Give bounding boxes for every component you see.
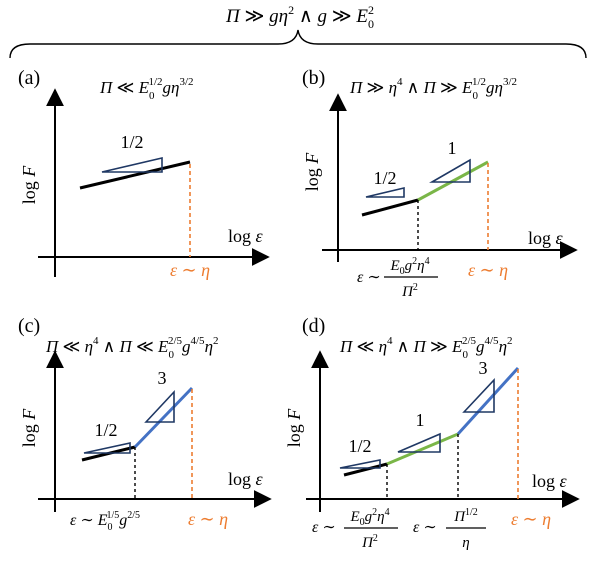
slope-label-three: 3 bbox=[479, 358, 488, 378]
header-condition: Π ≫ gη2 ∧ g ≫ E02 bbox=[225, 3, 374, 31]
panel-label: (b) bbox=[302, 67, 325, 89]
slope-label-three: 3 bbox=[158, 368, 167, 388]
svg-text:Π1/2: Π1/2 bbox=[453, 507, 478, 525]
slope-label-half: 1/2 bbox=[373, 168, 396, 188]
segment-slope-half bbox=[79, 160, 191, 190]
panel-c: (c) Π ≪ η4 ∧ Π ≪ E02/5g4/5η2 log F log ε… bbox=[18, 315, 272, 533]
panel-d: (d) Π ≪ η4 ∧ Π ≫ E02/5g4/5η2 log F log ε… bbox=[284, 315, 580, 551]
slope-triangle-one bbox=[429, 158, 471, 183]
y-axis-label: log F bbox=[19, 165, 39, 205]
svg-text:Π2: Π2 bbox=[361, 533, 378, 551]
segment-slope-one bbox=[417, 160, 489, 202]
panel-condition: Π ≪ E01/2gη3/2 bbox=[99, 76, 194, 102]
x-axis-label: log ε bbox=[228, 226, 264, 246]
y-axis-label: log F bbox=[302, 152, 322, 192]
crossover-marker-label-2: ε ∼ Π1/2 η bbox=[413, 507, 486, 551]
crossover-marker-label: ε ∼ E01/5g2/5 bbox=[70, 510, 140, 533]
eta-marker-label: ε ∼ η bbox=[188, 509, 228, 529]
panel-a: (a) Π ≪ E01/2gη3/2 log F log ε 1/2 ε ∼ η bbox=[18, 67, 270, 280]
eta-marker-label: ε ∼ η bbox=[170, 260, 210, 280]
crossover-marker-label: ε ∼ E0g2η4 Π2 bbox=[357, 256, 438, 300]
eta-marker-label: ε ∼ η bbox=[511, 509, 551, 529]
slope-triangle-half bbox=[101, 156, 163, 173]
x-axis-label: log ε bbox=[228, 469, 264, 489]
svg-text:η: η bbox=[462, 535, 469, 551]
x-axis-label: log ε bbox=[528, 228, 564, 248]
panel-condition: Π ≪ η4 ∧ Π ≪ E02/5g4/5η2 bbox=[45, 335, 219, 361]
panel-label: (c) bbox=[18, 315, 40, 337]
eta-marker-label: ε ∼ η bbox=[468, 260, 508, 280]
svg-text:E0g2η4: E0g2η4 bbox=[389, 256, 429, 277]
svg-text:ε ∼: ε ∼ bbox=[413, 519, 437, 536]
svg-text:ε ∼: ε ∼ bbox=[312, 519, 336, 536]
svg-text:Π2: Π2 bbox=[401, 282, 418, 300]
y-axis-label: log F bbox=[284, 408, 304, 448]
slope-triangle-three bbox=[462, 377, 495, 413]
header-brace bbox=[9, 29, 587, 59]
slope-triangle-one bbox=[397, 432, 441, 453]
segment-slope-three bbox=[133, 386, 194, 449]
panel-label: (d) bbox=[302, 315, 325, 337]
x-axis-label: log ε bbox=[532, 471, 568, 491]
slope-label-one: 1 bbox=[448, 138, 457, 158]
y-axis-label: log F bbox=[19, 408, 39, 448]
slope-label-half: 1/2 bbox=[348, 436, 371, 456]
svg-text:E0g2η4: E0g2η4 bbox=[349, 507, 389, 528]
panel-condition: Π ≪ η4 ∧ Π ≫ E02/5g4/5η2 bbox=[339, 335, 513, 361]
crossover-marker-label-1: ε ∼ E0g2η4 Π2 bbox=[312, 507, 398, 551]
slope-label-one: 1 bbox=[416, 410, 425, 430]
segment-slope-three bbox=[456, 366, 520, 436]
svg-text:ε ∼: ε ∼ bbox=[357, 269, 381, 286]
slope-label: 1/2 bbox=[120, 132, 143, 152]
svg-text:Π ≫ gη2 ∧ g ≫ E02: Π ≫ gη2 ∧ g ≫ E02 bbox=[225, 3, 374, 31]
slope-triangle-half bbox=[83, 442, 131, 454]
slope-triangle-half bbox=[339, 459, 381, 469]
panel-condition: Π ≫ η4 ∧ Π ≫ E01/2gη3/2 bbox=[349, 76, 517, 102]
panel-b: (b) Π ≫ η4 ∧ Π ≫ E01/2gη3/2 log F log ε … bbox=[302, 67, 578, 300]
segment-slope-one bbox=[386, 432, 459, 466]
slope-label-half: 1/2 bbox=[94, 420, 117, 440]
slope-triangle-half bbox=[365, 186, 405, 198]
panel-label: (a) bbox=[18, 67, 40, 89]
segment-slope-half bbox=[361, 198, 419, 217]
slope-triangle-three bbox=[144, 389, 175, 423]
